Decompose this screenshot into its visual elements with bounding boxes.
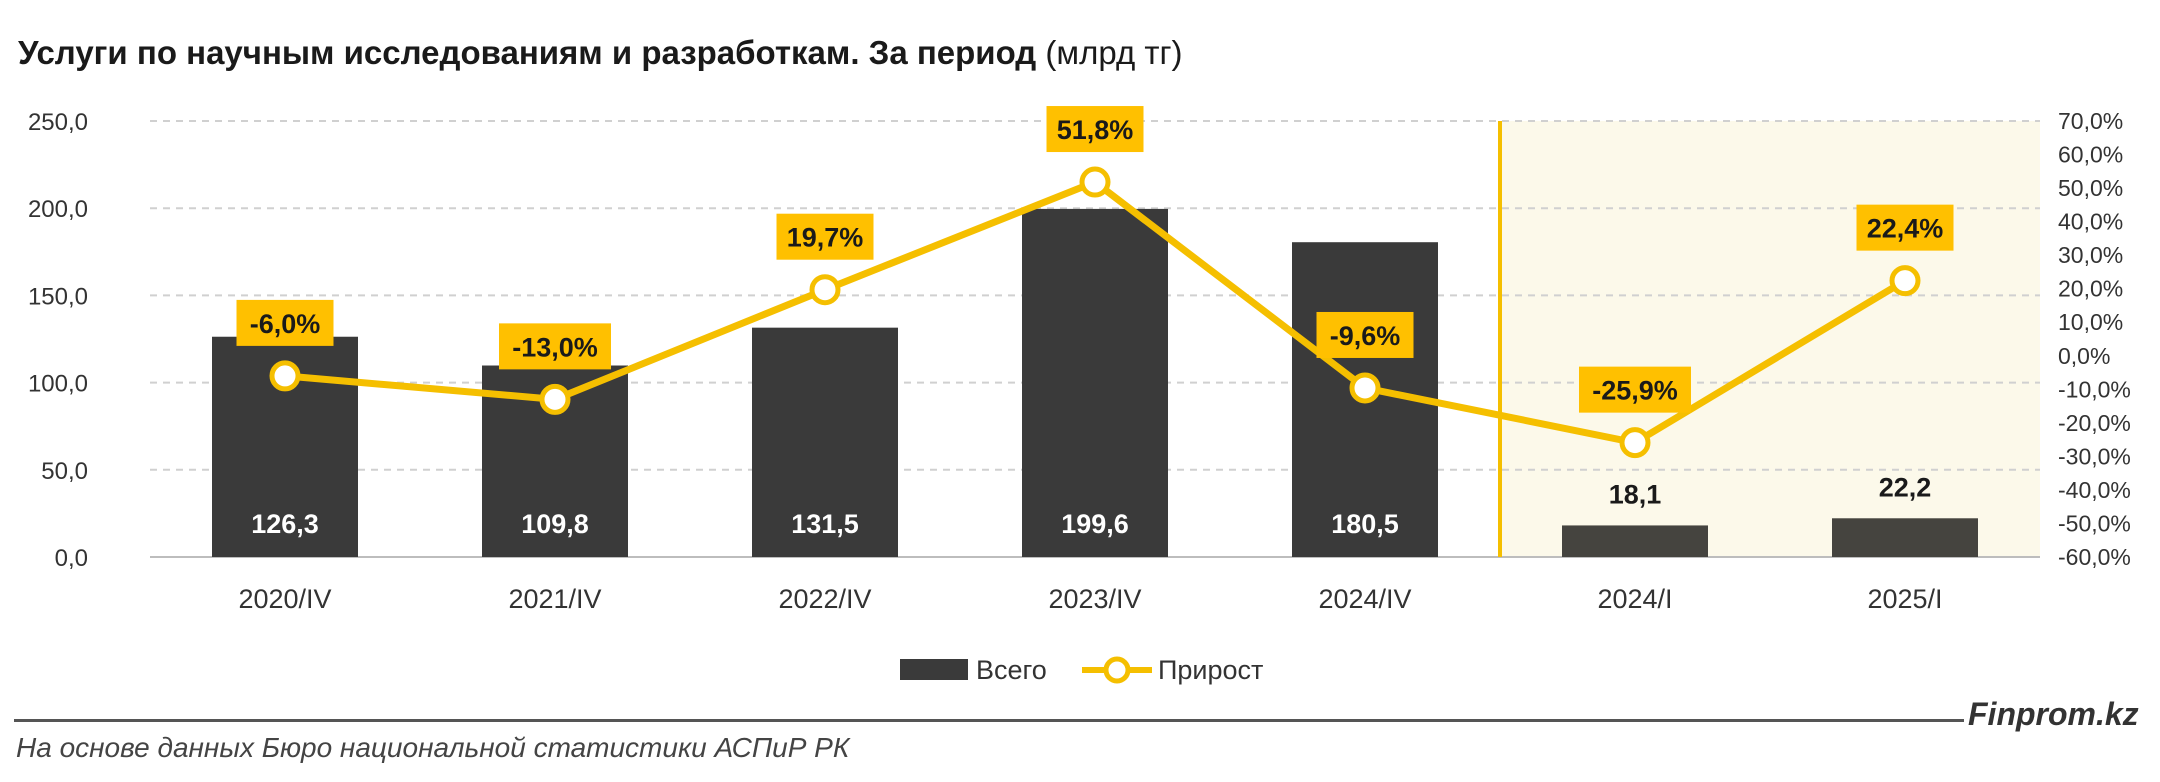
- growth-point: [269, 360, 301, 392]
- highlight-region: [1500, 121, 2040, 557]
- legend-bar-swatch: [900, 659, 968, 680]
- y-right-tick-label: 10,0%: [2058, 309, 2123, 335]
- bar-value-label: 131,5: [791, 509, 859, 539]
- x-tick-label: 2021/IV: [508, 584, 601, 614]
- growth-label: -6,0%: [250, 309, 321, 339]
- bar-value-label: 22,2: [1879, 472, 1932, 502]
- x-tick-label: 2022/IV: [778, 584, 871, 614]
- growth-label: 19,7%: [787, 223, 864, 253]
- legend-bar-label: Всего: [976, 655, 1047, 685]
- y-right-tick-label: 40,0%: [2058, 209, 2123, 235]
- growth-label-box: [1579, 366, 1691, 413]
- growth-label-box: [776, 213, 874, 260]
- y-left-tick-label: 250,0: [28, 109, 88, 136]
- growth-label-box: [499, 323, 611, 370]
- brand-logo-text: Finprom.kz: [1968, 696, 2139, 732]
- growth-label: -13,0%: [512, 332, 598, 362]
- chart-title-main: Услуги по научным исследованиям и разраб…: [18, 34, 1037, 71]
- bar-2024/I: [1562, 525, 1708, 557]
- y-left-tick-label: 150,0: [28, 283, 88, 310]
- y-left-tick-label: 200,0: [28, 196, 88, 223]
- y-right-tick-label: 70,0%: [2058, 108, 2123, 134]
- growth-point: [1349, 372, 1381, 404]
- y-right-tick-label: 50,0%: [2058, 175, 2123, 201]
- growth-label: -9,6%: [1330, 321, 1401, 351]
- y-right-tick-label: -50,0%: [2058, 510, 2131, 536]
- y-right-tick-label: -60,0%: [2058, 544, 2131, 570]
- growth-point: [809, 274, 841, 306]
- chart-title-unit: (млрд тг): [1045, 34, 1183, 71]
- bar-value-label: 180,5: [1331, 509, 1399, 539]
- x-tick-label: 2024/IV: [1318, 584, 1411, 614]
- growth-point: [1889, 265, 1921, 297]
- legend-line-marker: [1103, 656, 1131, 684]
- bar-value-label: 126,3: [251, 509, 319, 539]
- growth-point: [1619, 427, 1651, 459]
- y-right-tick-label: -20,0%: [2058, 410, 2131, 436]
- chart: 0,0 50,0 100,0 150,0 200,0 250,0 -60,0% -50,0% -…: [28, 106, 2131, 685]
- bar-2025/I: [1832, 518, 1978, 557]
- x-tick-label: 2025/I: [1867, 584, 1942, 614]
- legend-line-label: Прирост: [1158, 655, 1263, 685]
- growth-label-box: [1856, 204, 1954, 251]
- y-left-tick-label: 50,0: [41, 458, 88, 485]
- bar-value-label: 199,6: [1061, 509, 1129, 539]
- growth-label-box: [1316, 311, 1414, 358]
- y-right-tick-label: -10,0%: [2058, 376, 2131, 402]
- growth-label: -25,9%: [1592, 376, 1678, 406]
- y-right-tick-label: 60,0%: [2058, 142, 2123, 168]
- bar-2023/IV: [1022, 208, 1168, 558]
- y-right-tick-label: 30,0%: [2058, 242, 2123, 268]
- footer-divider: [14, 719, 1964, 722]
- x-tick-label: 2023/IV: [1048, 584, 1141, 614]
- y-right-tick-label: -30,0%: [2058, 443, 2131, 469]
- growth-point: [1079, 166, 1111, 198]
- y-left-tick-label: 100,0: [28, 371, 88, 398]
- chart-title: Услуги по научным исследованиям и разраб…: [18, 34, 1183, 72]
- growth-label: 22,4%: [1867, 214, 1944, 244]
- growth-point: [539, 383, 571, 415]
- y-right-tick-label: -40,0%: [2058, 477, 2131, 503]
- source-note: На основе данных Бюро национальной стати…: [16, 732, 850, 763]
- growth-label-box: [1046, 106, 1144, 153]
- x-tick-label: 2024/I: [1597, 584, 1672, 614]
- y-right-tick-label: 0,0%: [2058, 343, 2110, 369]
- x-tick-label: 2020/IV: [238, 584, 331, 614]
- growth-label-box: [236, 299, 334, 346]
- y-right-tick-label: 20,0%: [2058, 276, 2123, 302]
- growth-label: 51,8%: [1057, 115, 1134, 145]
- bar-value-label: 18,1: [1609, 479, 1662, 509]
- bar-2022/IV: [752, 327, 898, 557]
- y-left-tick-label: 0,0: [55, 545, 88, 572]
- bar-value-label: 109,8: [521, 509, 589, 539]
